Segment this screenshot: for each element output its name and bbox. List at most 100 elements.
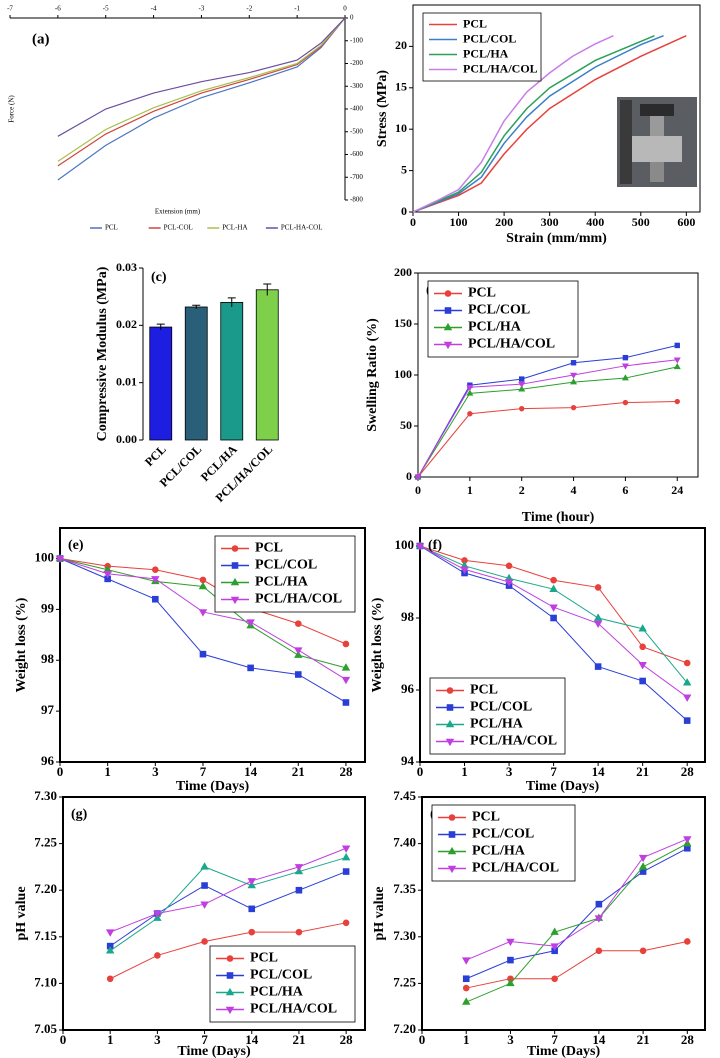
x-tick-label: 0	[415, 483, 421, 497]
panel-label: (e)	[68, 538, 84, 553]
x-tick-label: 100	[450, 215, 468, 229]
y-tick-label: -800	[350, 196, 363, 204]
data-point	[199, 650, 207, 658]
legend-marker	[443, 341, 453, 350]
series-line	[412, 34, 614, 213]
data-point	[682, 678, 692, 686]
x-tick-label: 1	[463, 1032, 470, 1047]
y-tick-label: 7.25	[393, 974, 416, 989]
data-point	[294, 864, 304, 872]
legend-marker	[444, 290, 452, 297]
y-tick-label: 150	[394, 316, 412, 330]
data-point	[55, 555, 65, 564]
y-tick-label: 98	[401, 609, 415, 624]
data-point	[341, 852, 351, 861]
x-tick-label: -3	[199, 5, 205, 13]
y-tick-label: 7.05	[34, 1021, 57, 1036]
plot-frame	[419, 527, 706, 763]
x-tick-label: -4	[151, 5, 157, 13]
y-tick-label: 200	[394, 265, 412, 279]
data-point	[341, 676, 351, 685]
data-point	[673, 362, 681, 370]
data-point	[415, 543, 425, 551]
data-point	[594, 915, 604, 923]
series-line	[417, 366, 678, 478]
data-point	[294, 620, 302, 627]
data-point	[200, 901, 209, 909]
data-point	[506, 938, 515, 947]
series-line	[109, 922, 347, 980]
y-axis-label: Swelling Ratio (%)	[365, 318, 380, 432]
data-point	[639, 947, 647, 955]
legend-label: PCL	[105, 224, 118, 232]
legend-label: PCL/COL	[463, 31, 516, 45]
legend-label: PCL/HA	[468, 320, 522, 335]
legend-label: PCL/HA/COL	[250, 1002, 337, 1017]
x-tick-label: 0	[57, 764, 64, 779]
data-point	[638, 662, 647, 670]
data-point	[595, 900, 603, 908]
x-tick-label: 2	[519, 483, 525, 497]
legend-label: PCL/HA/COL	[463, 61, 538, 75]
y-tick-label: 94	[401, 753, 415, 768]
legend-label: PCL	[250, 951, 278, 966]
x-axis-label: Time (Days)	[527, 1044, 601, 1058]
data-point	[519, 405, 525, 412]
x-axis-label: Time (Days)	[526, 779, 600, 794]
data-point	[341, 845, 351, 853]
y-axis-label: Compressive Modulus (MPa)	[95, 266, 110, 441]
legend-label: PCL/HA/COL	[470, 734, 557, 749]
y-axis-label: Weight loss (%)	[370, 597, 385, 692]
data-point	[684, 938, 691, 945]
legend-label: PCL/HA/COL	[472, 861, 559, 876]
y-tick-label: -600	[350, 150, 363, 158]
y-tick-label: 0	[401, 204, 407, 218]
legend-marker	[448, 831, 456, 838]
plot-frame	[412, 4, 701, 213]
panel-label: (c)	[151, 270, 167, 285]
data-point	[683, 836, 692, 844]
series-line	[466, 838, 688, 961]
legend-label: PCL/HA	[463, 46, 509, 60]
series-line	[109, 871, 347, 947]
photo-part	[650, 116, 664, 136]
data-point	[154, 952, 161, 959]
x-tick-label: 0	[417, 764, 424, 779]
series-line	[412, 34, 655, 213]
data-point	[294, 647, 303, 655]
series-line	[412, 34, 664, 213]
data-point	[551, 975, 558, 983]
legend-label: PCL-HA	[222, 224, 247, 232]
x-tick-label: 6	[622, 483, 628, 497]
data-point	[460, 566, 469, 575]
y-tick-label: 0.02	[116, 317, 137, 331]
data-point	[504, 579, 514, 587]
panel-label: (g)	[71, 807, 88, 822]
y-tick-label: -700	[350, 173, 363, 181]
series-line	[417, 359, 678, 478]
series-line	[417, 344, 678, 478]
x-tick-label: 14	[244, 764, 258, 779]
data-point	[248, 905, 256, 913]
data-point	[201, 882, 208, 889]
bar	[184, 306, 208, 441]
data-point	[342, 699, 350, 706]
error-bar	[156, 323, 165, 330]
data-point	[594, 663, 602, 670]
legend-marker	[446, 704, 454, 711]
panel-label: (a)	[32, 31, 50, 47]
data-point	[622, 399, 629, 406]
data-point	[247, 664, 254, 672]
data-point	[638, 854, 648, 863]
series-line	[466, 847, 688, 980]
legend-label: PCL/HA	[472, 844, 526, 859]
legend-marker	[231, 562, 239, 569]
legend-marker	[226, 955, 234, 962]
data-point	[153, 910, 162, 919]
data-point	[461, 957, 471, 965]
data-point	[151, 576, 160, 584]
y-tick-label: 7.30	[393, 928, 416, 943]
data-point	[673, 357, 681, 364]
photo-part	[650, 162, 664, 182]
data-point	[342, 919, 350, 927]
